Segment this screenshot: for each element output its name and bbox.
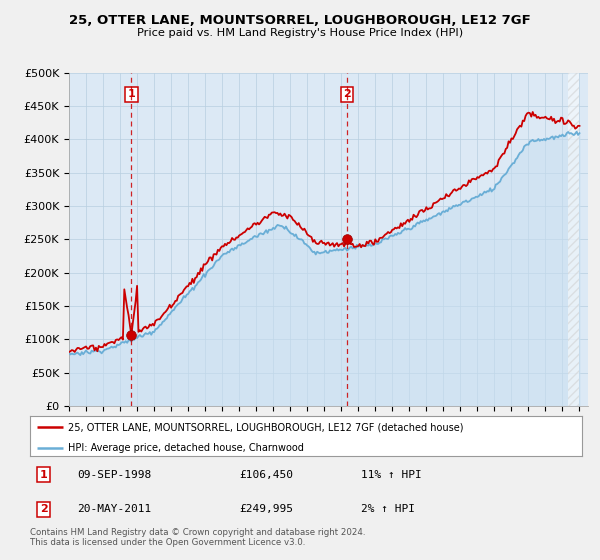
Text: 1: 1: [40, 470, 47, 480]
Text: £249,995: £249,995: [240, 504, 294, 514]
Text: 2% ↑ HPI: 2% ↑ HPI: [361, 504, 415, 514]
Text: HPI: Average price, detached house, Charnwood: HPI: Average price, detached house, Char…: [68, 444, 304, 454]
Text: 09-SEP-1998: 09-SEP-1998: [77, 470, 151, 480]
Text: 1: 1: [128, 89, 135, 99]
Text: 25, OTTER LANE, MOUNTSORREL, LOUGHBOROUGH, LE12 7GF (detached house): 25, OTTER LANE, MOUNTSORREL, LOUGHBOROUG…: [68, 423, 463, 433]
Text: 20-MAY-2011: 20-MAY-2011: [77, 504, 151, 514]
Text: £106,450: £106,450: [240, 470, 294, 480]
Text: Price paid vs. HM Land Registry's House Price Index (HPI): Price paid vs. HM Land Registry's House …: [137, 28, 463, 38]
Text: 11% ↑ HPI: 11% ↑ HPI: [361, 470, 422, 480]
Text: 25, OTTER LANE, MOUNTSORREL, LOUGHBOROUGH, LE12 7GF: 25, OTTER LANE, MOUNTSORREL, LOUGHBOROUG…: [69, 14, 531, 27]
Text: Contains HM Land Registry data © Crown copyright and database right 2024.
This d: Contains HM Land Registry data © Crown c…: [30, 528, 365, 547]
Text: 2: 2: [343, 89, 351, 99]
Text: 2: 2: [40, 504, 47, 514]
